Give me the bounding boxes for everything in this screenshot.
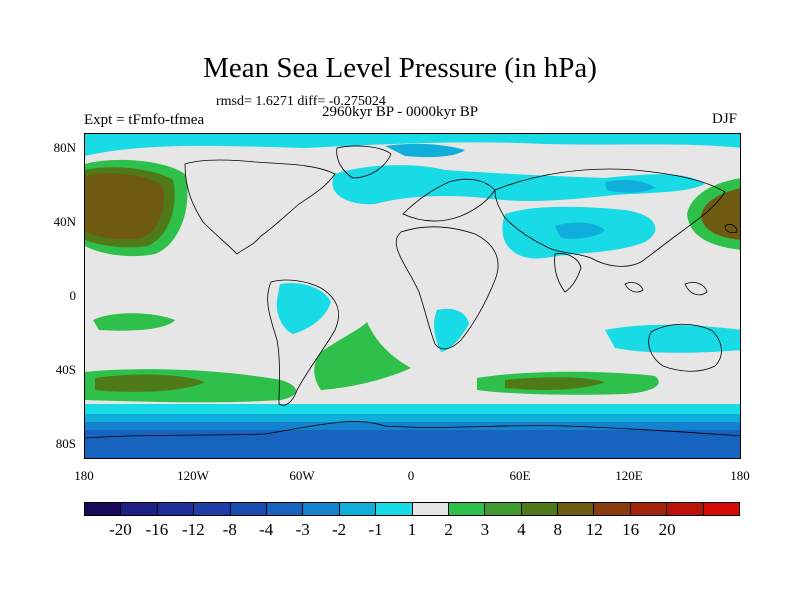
south-pacific-green [93, 313, 175, 331]
colorbar-label: -2 [332, 520, 347, 539]
colorbar-label: -16 [145, 520, 169, 539]
colorbar-cell [339, 503, 377, 515]
coast-greenland [336, 145, 392, 179]
colorbar-label: -20 [109, 520, 132, 539]
lon-tick-0: 0 [407, 468, 415, 483]
colorbar-label: 16 [622, 520, 640, 539]
arctic-anomaly [85, 134, 740, 156]
stats-subtitle: rmsd= 1.6271 diff= -0.275024 [216, 94, 386, 109]
colorbar-cell [703, 503, 740, 515]
colorbar-label: 1 [407, 520, 417, 539]
colorbar-cell [594, 503, 631, 515]
colorbar-cell [376, 503, 413, 515]
colorbar-label: -1 [368, 520, 383, 539]
lat-tick-40s: 40S [55, 362, 76, 377]
colorbar-label: 12 [585, 520, 603, 539]
colorbar [84, 502, 740, 516]
africa-cyan [434, 308, 469, 352]
southern-ocean-olive-west [95, 374, 205, 392]
pressure-map [84, 133, 741, 459]
southern-ocean-olive-east [505, 377, 605, 390]
coast-antarctica [85, 421, 740, 439]
lat-tick-80n: 80N [53, 140, 76, 155]
asia-core-anomaly [555, 222, 605, 239]
colorbar-cell [448, 503, 486, 515]
map-canvas [85, 134, 740, 458]
coast-asia [494, 168, 726, 267]
north-cyan-band [385, 143, 655, 193]
colorbar-cell [485, 503, 522, 515]
south-atlantic-green [314, 322, 411, 390]
colorbar-label: 4 [517, 520, 526, 539]
period-label: 2960kyr BP - 0000kyr BP [322, 104, 479, 120]
lat-tick-eq: 0 [69, 288, 77, 303]
antarctic-band-4 [85, 430, 740, 458]
lat-tick-40n: 40N [53, 214, 76, 229]
indian-ocean-cyan [605, 324, 740, 353]
antarctic-band-1 [85, 404, 740, 416]
colorbar-label: -8 [222, 520, 237, 539]
season-label: DJF [712, 111, 738, 127]
colorbar-label: 8 [553, 520, 563, 539]
coast-north-america [184, 159, 336, 255]
lon-tick-60w: 60W [289, 468, 315, 483]
lat-tick-80s: 80S [55, 436, 76, 451]
lon-tick-180e: 180 [730, 468, 750, 483]
experiment-label: Expt = tFmfo-tfmea [84, 112, 205, 128]
colorbar-label: -4 [259, 520, 274, 539]
colorbar-cell [630, 503, 668, 515]
colorbar-label: -12 [181, 520, 205, 539]
antarctic-band-2 [85, 414, 740, 424]
lon-tick-180w: 180 [74, 468, 94, 483]
coast-australia [648, 323, 722, 372]
colorbar-cell [266, 503, 304, 515]
colorbar-label: 20 [658, 520, 676, 539]
colorbar-cell [667, 503, 704, 515]
coast-south-america [267, 279, 339, 406]
coast-africa [395, 226, 499, 350]
lon-tick-120w: 120W [177, 468, 209, 483]
colorbar-cell [121, 503, 158, 515]
pacific-high-west-core [85, 173, 165, 240]
colorbar-cell [85, 503, 122, 515]
colorbar-cell [521, 503, 559, 515]
colorbar-label: 2 [444, 520, 453, 539]
colorbar-cell [558, 503, 595, 515]
pacific-high-east-core [701, 188, 740, 240]
lon-tick-60e: 60E [509, 468, 531, 483]
lon-tick-120e: 120E [615, 468, 643, 483]
colorbar-cell [230, 503, 267, 515]
colorbar-cell [157, 503, 195, 515]
coast-islands [624, 224, 738, 296]
coast-india [554, 253, 582, 293]
colorbar-cell [303, 503, 340, 515]
colorbar-cell [412, 503, 449, 515]
chart-title: Mean Sea Level Pressure (in hPa) [203, 52, 597, 84]
colorbar-label: 3 [480, 520, 490, 539]
colorbar-cell [194, 503, 231, 515]
south-america-cyan [276, 282, 331, 334]
colorbar-label: -3 [295, 520, 310, 539]
coastlines [85, 145, 740, 439]
north-atlantic-anomaly [332, 165, 705, 205]
